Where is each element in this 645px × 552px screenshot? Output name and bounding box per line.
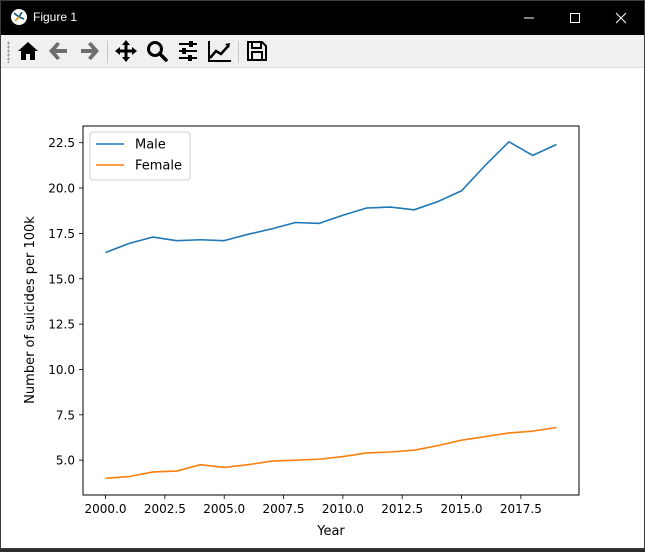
- subplots-button[interactable]: [174, 38, 202, 64]
- search-icon: [147, 41, 168, 62]
- y-tick-label: 20.0: [48, 182, 75, 196]
- sliders-icon: [179, 41, 197, 61]
- home-button[interactable]: [14, 38, 42, 64]
- x-tick-label: 2005.0: [203, 502, 245, 516]
- y-tick-label: 15.0: [48, 272, 75, 286]
- x-tick-label: 2000.0: [85, 502, 127, 516]
- home-icon: [18, 42, 38, 60]
- x-tick-label: 2007.5: [263, 502, 305, 516]
- close-button[interactable]: [598, 1, 644, 35]
- maximize-icon: [570, 13, 580, 23]
- series-line-male: [105, 140, 557, 254]
- minimize-button[interactable]: [506, 1, 552, 35]
- y-tick-label: 5.0: [56, 454, 75, 468]
- matplotlib-logo-icon: [11, 9, 27, 25]
- minimize-icon: [524, 17, 534, 19]
- arrow-left-icon: [49, 42, 67, 60]
- line-chart: 2000.0 2002.5 2005.0 2007.5 2010.0 2012.5 2015…: [23, 125, 580, 539]
- window-title: Figure 1: [33, 10, 78, 24]
- legend-label-male: Male: [135, 138, 166, 153]
- line-chart-icon: [208, 41, 231, 62]
- y-tick-label: 10.0: [48, 363, 75, 377]
- figure-canvas[interactable]: 2000.0 2002.5 2005.0 2007.5 2010.0 2012.5 2015…: [1, 68, 644, 548]
- arrow-right-icon: [81, 42, 99, 60]
- x-tick-label: 2017.5: [500, 502, 542, 516]
- toolbar-separator: [107, 41, 108, 63]
- x-axis-label: Year: [316, 524, 345, 539]
- maximize-button[interactable]: [552, 1, 598, 35]
- x-tick-label: 2002.5: [144, 502, 186, 516]
- legend: Male Female: [89, 131, 191, 181]
- toolbar-grip: [7, 41, 10, 63]
- x-tick-label: 2010.0: [322, 502, 364, 516]
- back-button[interactable]: [45, 38, 73, 64]
- pan-button[interactable]: [112, 38, 140, 64]
- series-line-female: [105, 426, 557, 480]
- x-tick-label: 2012.5: [381, 502, 423, 516]
- axes-frame: [82, 125, 580, 496]
- customize-button[interactable]: [206, 38, 234, 64]
- save-button[interactable]: [243, 38, 271, 64]
- x-tick-label: 2015.0: [441, 502, 483, 516]
- forward-button[interactable]: [75, 38, 103, 64]
- navigation-toolbar: [1, 35, 644, 68]
- zoom-button[interactable]: [143, 38, 171, 64]
- y-tick-label: 12.5: [48, 318, 75, 332]
- save-icon: [247, 41, 267, 61]
- move-icon: [115, 40, 137, 62]
- y-tick-label: 22.5: [48, 136, 75, 150]
- axes-background: [83, 126, 579, 495]
- y-axis-label: Number of suicides per 100k: [23, 216, 38, 404]
- title-bar: Figure 1: [1, 1, 644, 35]
- legend-label-female: Female: [135, 159, 182, 174]
- y-tick-label: 7.5: [56, 408, 75, 422]
- close-icon: [615, 12, 627, 24]
- y-tick-label: 17.5: [48, 227, 75, 241]
- toolbar-separator: [238, 41, 239, 63]
